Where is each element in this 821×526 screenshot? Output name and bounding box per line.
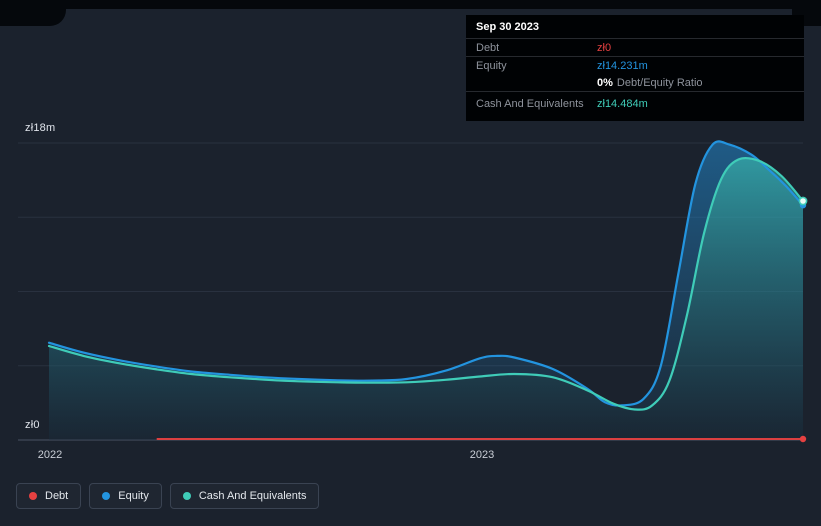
chart-legend: Debt Equity Cash And Equivalents (16, 483, 320, 509)
tooltip-equity-value: zł14.231m (597, 59, 648, 72)
y-axis-zero-label: zł0 (25, 419, 40, 431)
page-background-corner-left (0, 0, 66, 26)
tooltip-debt-row: Debt zł0 (466, 39, 804, 57)
tooltip-date: Sep 30 2023 (466, 15, 804, 39)
legend-label-equity: Equity (118, 490, 149, 502)
equity-dot-icon (102, 492, 111, 500)
chart-tooltip: Sep 30 2023 Debt zł0 Equity zł14.231m 0%… (466, 15, 804, 121)
tooltip-cash-label: Cash And Equivalents (476, 97, 584, 110)
y-axis-max-label: zł18m (25, 122, 56, 134)
debt-dot-icon (29, 492, 37, 500)
x-axis-tick-2023: 2023 (469, 449, 495, 461)
page-background-top (0, 0, 821, 9)
equity-line[interactable] (47, 140, 805, 407)
cash-endpoint-marker[interactable] (798, 196, 808, 206)
tooltip-ratio-row: 0% Debt/Equity Ratio (466, 74, 804, 92)
legend-item-cash[interactable]: Cash And Equivalents (169, 483, 320, 509)
tooltip-ratio-label: Debt/Equity Ratio (616, 76, 703, 89)
x-axis-tick-2022: 2022 (37, 449, 63, 461)
cash-area (49, 158, 803, 440)
cash-dot-icon (182, 492, 191, 500)
tooltip-equity-row: Equity zł14.231m (466, 57, 804, 74)
tooltip-debt-label: Debt (476, 41, 500, 54)
tooltip-cash-row: Cash And Equivalents zł14.484m (466, 92, 804, 121)
legend-item-debt[interactable]: Debt (16, 483, 82, 509)
tooltip-cash-value: zł14.484m (597, 97, 648, 110)
chart-canvas[interactable] (18, 140, 808, 443)
legend-label-debt: Debt (45, 490, 69, 502)
chart-plot-area[interactable] (18, 140, 808, 443)
tooltip-ratio-value: 0% (597, 76, 613, 89)
debt-endpoint-marker[interactable] (799, 435, 807, 443)
tooltip-equity-label: Equity (476, 59, 507, 72)
cash-line[interactable] (47, 156, 805, 411)
legend-label-cash: Cash And Equivalents (198, 490, 307, 502)
legend-item-equity[interactable]: Equity (89, 483, 162, 509)
tooltip-debt-value: zł0 (597, 41, 612, 54)
